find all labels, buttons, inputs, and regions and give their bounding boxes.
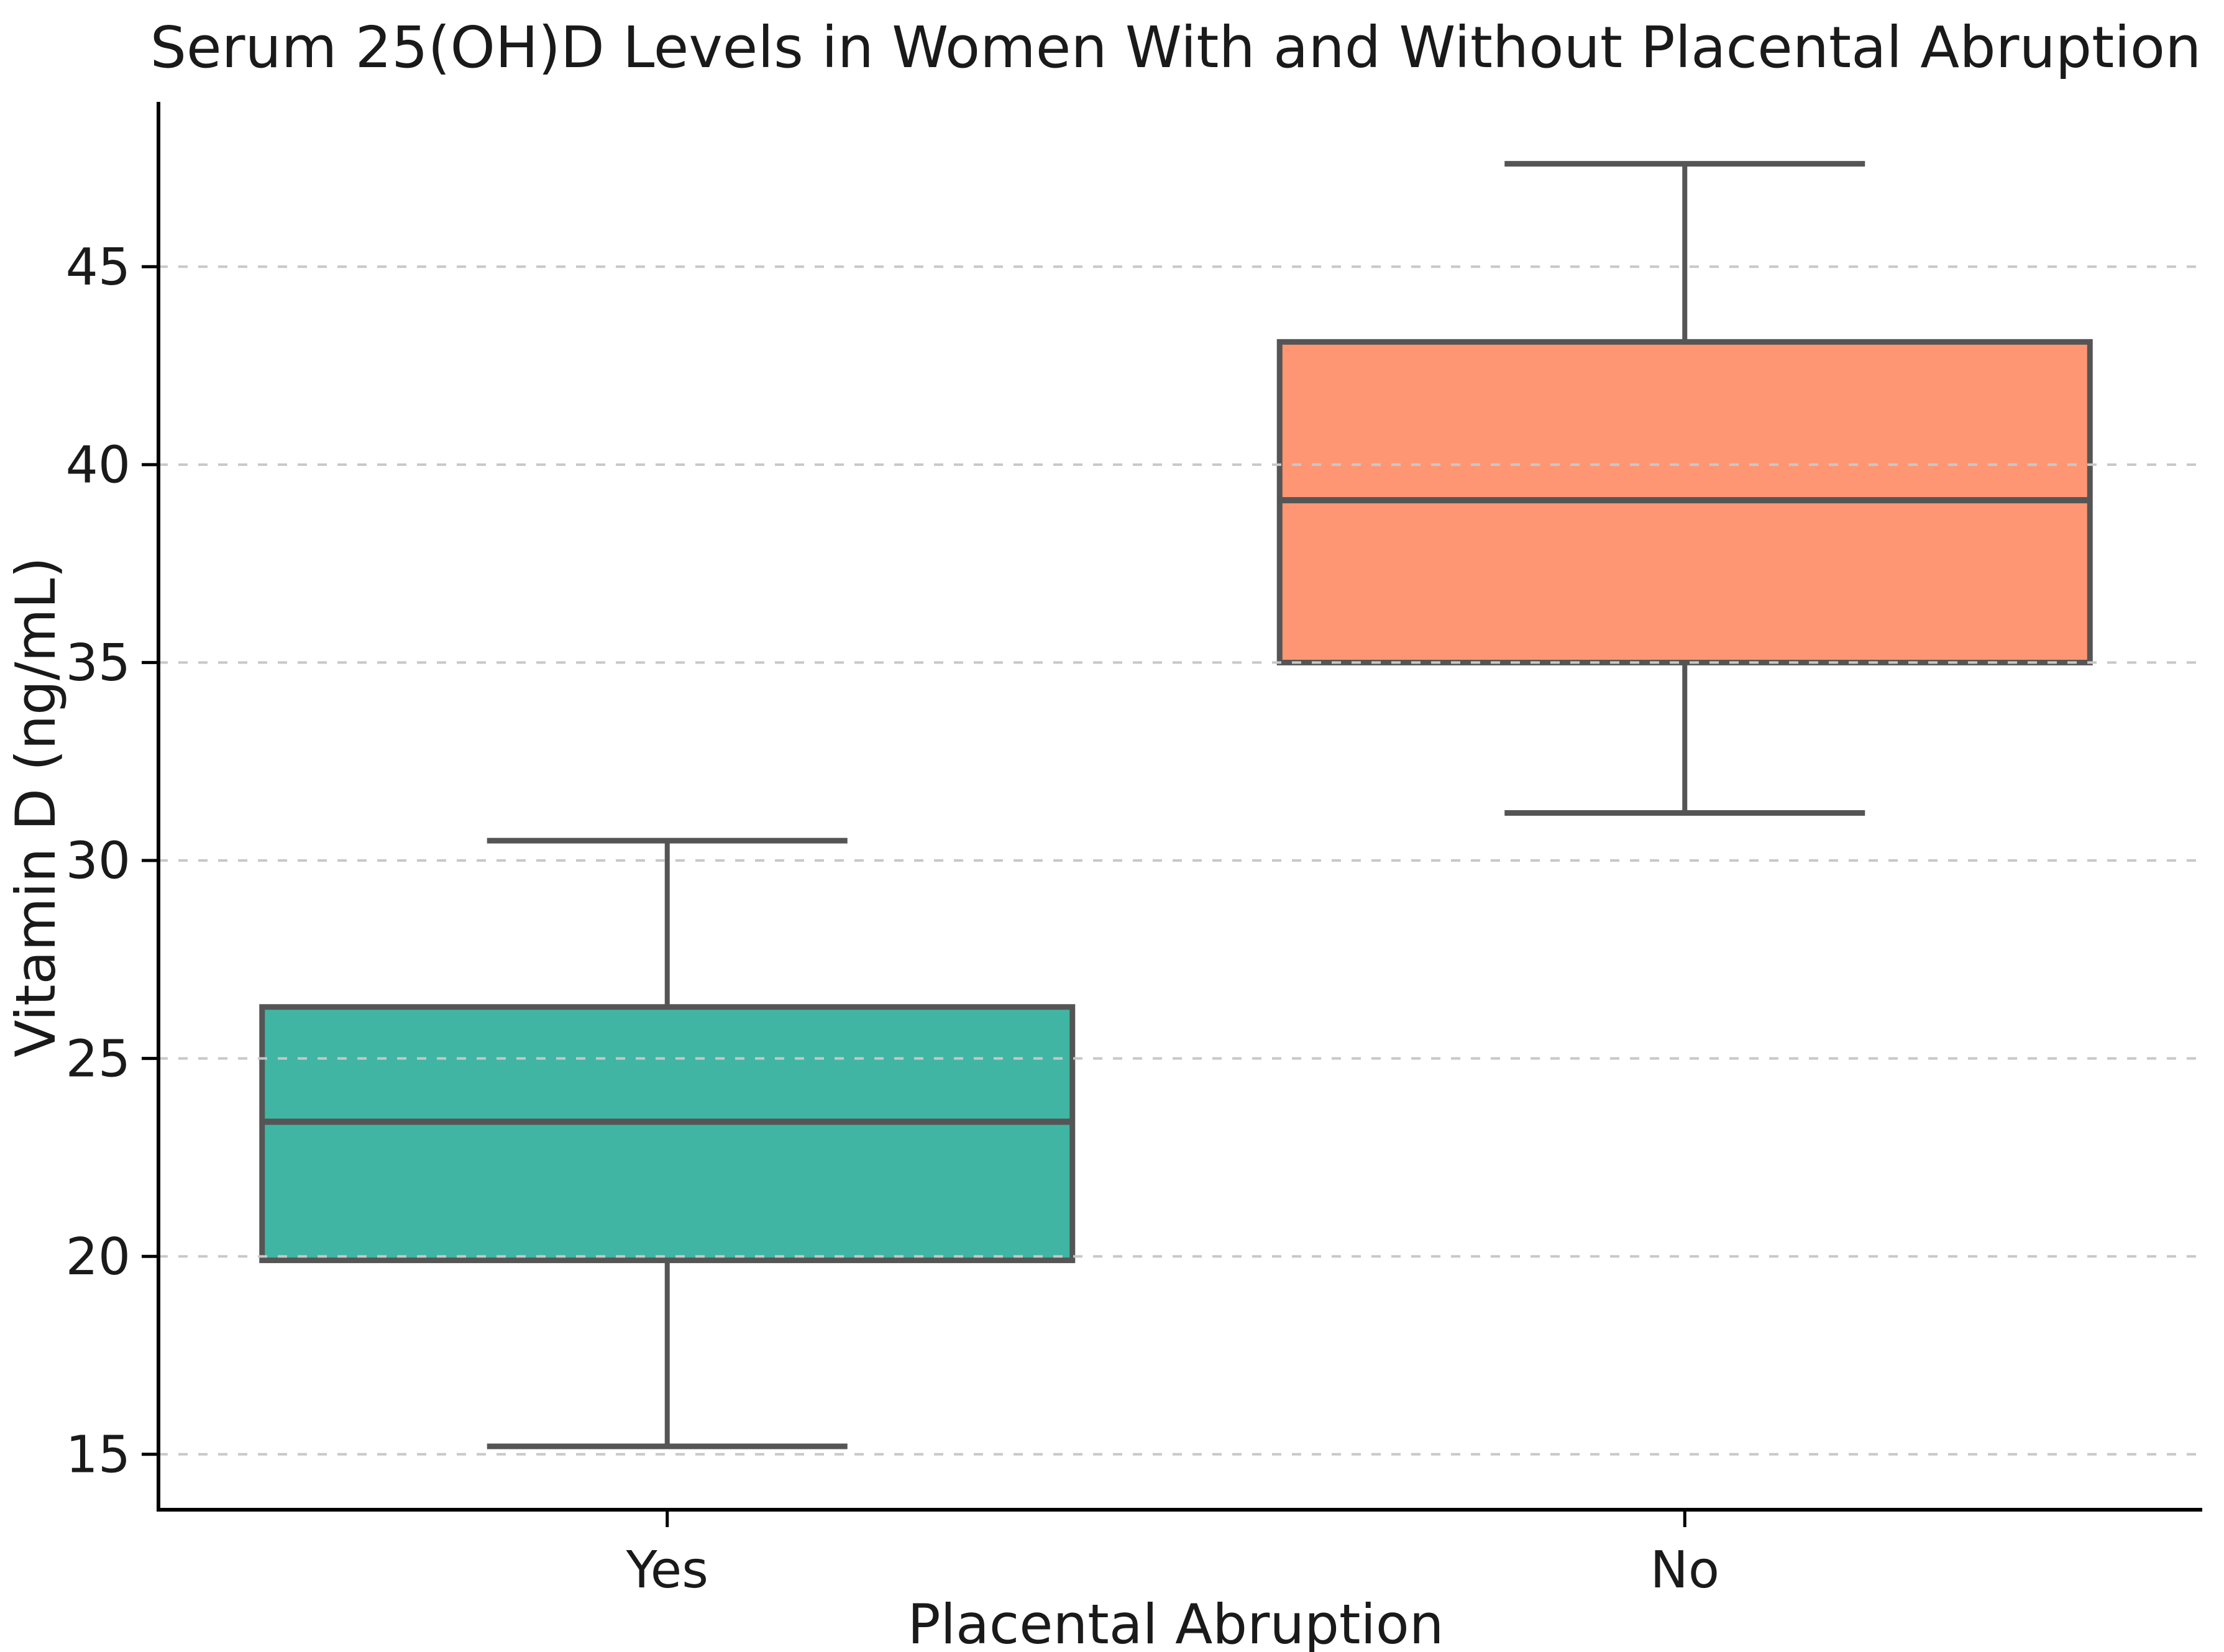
y-tick-label-30: 30: [66, 832, 130, 891]
axis-layer: 15 20 25 30 35 40 45 Yes No: [66, 102, 2202, 1600]
y-tick-label-40: 40: [66, 436, 130, 495]
y-axis-label: Vitamin D (ng/mL): [4, 557, 68, 1057]
x-tick-label-yes: Yes: [626, 1541, 708, 1600]
box-yes: [259, 1004, 1076, 1264]
x-axis-label: Placental Abruption: [907, 1592, 1444, 1652]
box-layer: [259, 161, 2093, 1449]
grid-layer: [158, 265, 2202, 1456]
y-tick-label-35: 35: [66, 634, 130, 693]
y-tick-label-25: 25: [66, 1029, 130, 1088]
x-tick-label-no: No: [1650, 1541, 1719, 1600]
y-tick-label-15: 15: [66, 1425, 130, 1484]
y-tick-label-20: 20: [66, 1228, 130, 1287]
y-tick-label-45: 45: [66, 238, 130, 297]
chart-title: Serum 25(OH)D Levels in Women With and W…: [150, 14, 2202, 81]
